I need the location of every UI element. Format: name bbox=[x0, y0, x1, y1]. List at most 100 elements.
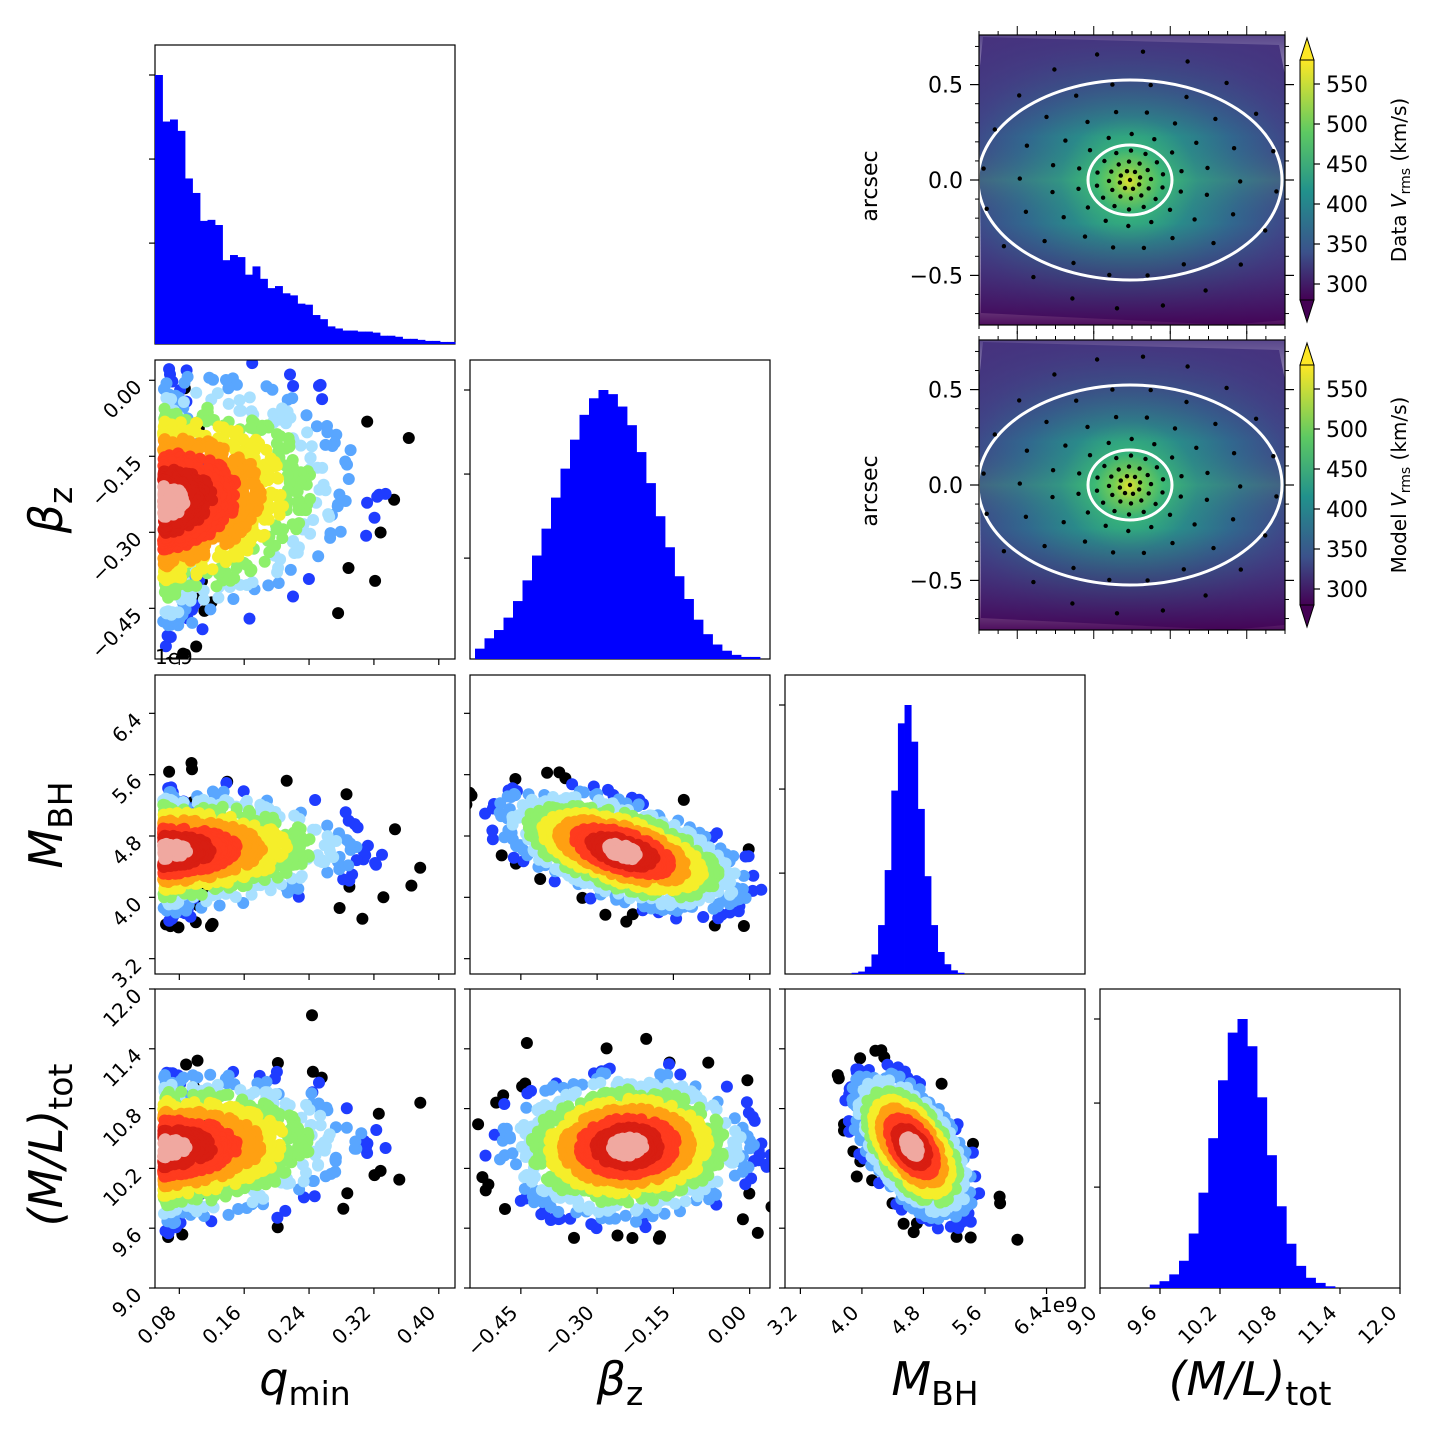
scatter-point bbox=[376, 848, 388, 861]
histogram-bar bbox=[1237, 1019, 1248, 1288]
scatter-point bbox=[212, 420, 225, 433]
histogram-bar bbox=[950, 970, 958, 974]
histogram-bar bbox=[1198, 1192, 1209, 1288]
scatter-point bbox=[334, 525, 347, 538]
scatter-point bbox=[324, 527, 337, 540]
histogram-bar bbox=[350, 330, 358, 344]
histogram-bar bbox=[712, 644, 723, 659]
scatter-point bbox=[321, 866, 334, 879]
scatter-point bbox=[356, 912, 369, 925]
scatter-point bbox=[346, 868, 359, 881]
scatter-point bbox=[287, 535, 300, 547]
histogram-bar bbox=[655, 516, 666, 659]
scatter-point bbox=[548, 875, 561, 888]
histogram-bar bbox=[260, 278, 268, 344]
histogram-bar bbox=[636, 452, 647, 659]
scatter-point bbox=[258, 555, 271, 568]
scatter-point bbox=[186, 616, 199, 629]
scatter-point bbox=[287, 590, 299, 603]
scatter-point bbox=[340, 788, 353, 801]
histogram-bar bbox=[503, 617, 514, 659]
scatter-point bbox=[737, 869, 750, 882]
scatter-point bbox=[389, 823, 401, 836]
histogram-bar bbox=[608, 394, 618, 659]
histogram-bar bbox=[532, 555, 542, 659]
histogram-bar bbox=[1227, 1032, 1238, 1288]
scatter-point bbox=[307, 514, 320, 526]
scatter-point bbox=[369, 857, 382, 869]
scatter-point bbox=[162, 605, 175, 618]
scatter-point bbox=[271, 428, 283, 441]
histogram-bar bbox=[1296, 1265, 1307, 1288]
histogram-bar bbox=[513, 601, 523, 659]
histogram-bar bbox=[924, 876, 932, 974]
scatter-point bbox=[739, 850, 752, 863]
histogram-bar bbox=[904, 705, 912, 974]
histogram-bar bbox=[215, 225, 223, 344]
scatter-point bbox=[286, 518, 299, 531]
scatter-point bbox=[305, 440, 318, 453]
histogram-bar bbox=[937, 951, 945, 974]
histogram-bar bbox=[402, 338, 411, 344]
histogram-bar bbox=[957, 972, 965, 974]
scatter-point bbox=[505, 791, 517, 803]
histogram-bar bbox=[230, 255, 238, 344]
histogram-bar bbox=[944, 964, 952, 974]
scatter-point bbox=[165, 393, 178, 406]
histogram-bar bbox=[560, 468, 571, 659]
scatter-point bbox=[342, 814, 355, 827]
histogram-bar bbox=[335, 328, 343, 344]
histogram-bar bbox=[570, 439, 580, 659]
histogram-bar bbox=[177, 130, 186, 344]
histogram-bar bbox=[1266, 1155, 1277, 1288]
scatter-point bbox=[284, 563, 297, 576]
scatter-point bbox=[159, 640, 172, 653]
histogram-bar bbox=[1247, 1046, 1258, 1288]
scatter-point bbox=[246, 360, 259, 370]
scatter-point bbox=[185, 590, 198, 602]
histogram-bar bbox=[731, 654, 742, 659]
scatter-point bbox=[316, 393, 329, 406]
scatter-point bbox=[318, 839, 331, 852]
histogram-bar bbox=[312, 315, 321, 344]
scatter-point bbox=[287, 380, 300, 392]
scatter-point bbox=[197, 593, 210, 606]
scatter-point bbox=[207, 373, 219, 386]
scatter-point bbox=[190, 640, 203, 653]
scatter-point bbox=[507, 851, 520, 864]
histogram-bar bbox=[432, 340, 441, 344]
histogram-bar bbox=[237, 257, 246, 344]
histogram-bar bbox=[897, 723, 905, 974]
histogram-bar bbox=[703, 634, 713, 659]
scatter-point bbox=[677, 793, 690, 806]
scatter-point bbox=[200, 415, 213, 428]
scatter-point bbox=[495, 849, 508, 862]
histogram-bar bbox=[1257, 1097, 1268, 1288]
histogram-bar bbox=[627, 425, 637, 659]
scatter-point bbox=[177, 647, 190, 659]
scatter-point bbox=[360, 529, 373, 542]
histogram-bar bbox=[1218, 1080, 1229, 1288]
histogram-bar bbox=[380, 335, 388, 344]
histogram-bar bbox=[1325, 1286, 1336, 1288]
histogram-bar bbox=[693, 619, 704, 659]
scatter-point bbox=[206, 563, 219, 576]
histogram-bar bbox=[646, 483, 656, 659]
histogram-bar bbox=[192, 192, 201, 344]
scatter-point bbox=[246, 576, 259, 589]
scatter-point bbox=[388, 493, 401, 506]
scatter-point bbox=[342, 562, 355, 574]
histogram-bar bbox=[185, 178, 193, 344]
scatter-point bbox=[212, 591, 225, 604]
scatter-point bbox=[313, 379, 325, 392]
scatter-point bbox=[566, 778, 579, 791]
histogram-bar bbox=[884, 870, 892, 974]
scatter-panel-qmin-mbh bbox=[154, 674, 456, 975]
scatter-points bbox=[470, 766, 768, 932]
histogram-bar bbox=[170, 119, 178, 345]
histogram-bar bbox=[911, 741, 919, 974]
scatter-point bbox=[368, 511, 381, 524]
histogram-bar bbox=[891, 790, 899, 974]
histogram-bar bbox=[305, 304, 313, 344]
